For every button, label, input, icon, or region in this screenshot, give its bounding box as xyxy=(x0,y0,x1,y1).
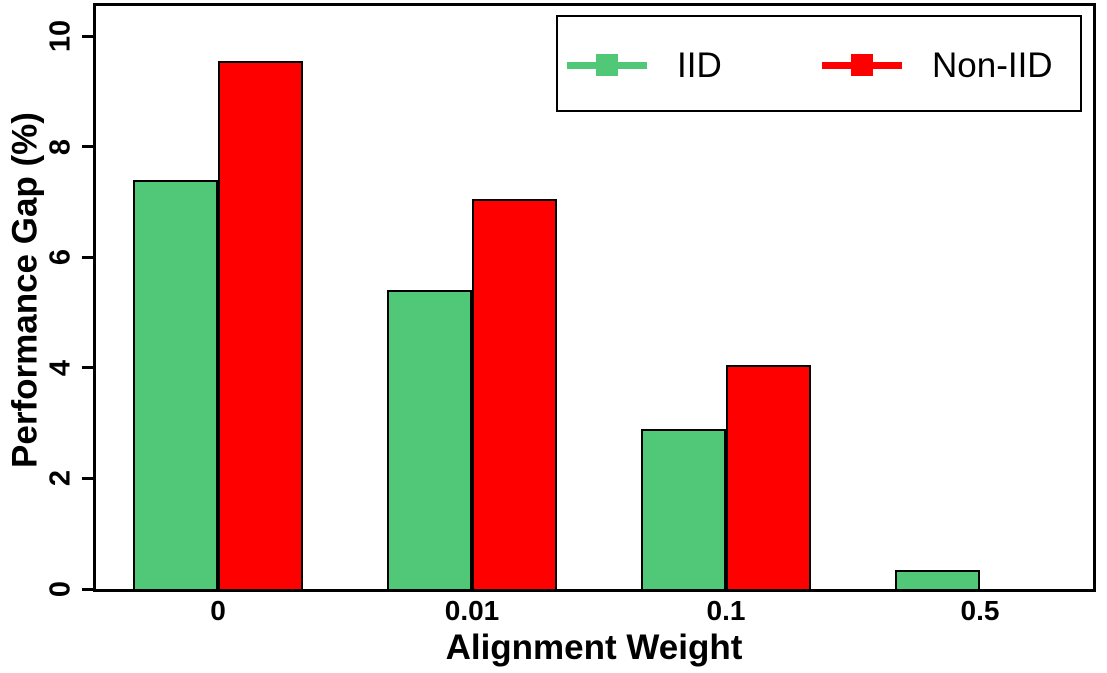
y-tick-label: 8 xyxy=(44,138,77,155)
bar-non-iid-0.01 xyxy=(472,199,557,589)
y-tick-label: 2 xyxy=(44,470,77,487)
y-tick-mark xyxy=(82,145,93,149)
legend-item-iid: IID xyxy=(567,45,722,85)
legend-item-non-iid: Non-IID xyxy=(822,45,1053,85)
legend-line-square-marker-icon xyxy=(567,53,647,77)
legend-square-icon xyxy=(596,54,618,76)
x-tick-label: 0 xyxy=(210,595,226,626)
bar-non-iid-0 xyxy=(218,61,303,589)
y-tick-label: 6 xyxy=(44,249,77,266)
x-tick-label: 0.5 xyxy=(960,595,1000,626)
y-tick-mark xyxy=(82,366,93,370)
y-tick-mark xyxy=(82,255,93,259)
x-tick-label: 0.01 xyxy=(444,595,500,626)
x-axis-title: Alignment Weight xyxy=(445,628,743,667)
y-tick-label: 4 xyxy=(44,359,77,376)
legend: IID Non-IID xyxy=(556,15,1082,112)
bar-iid-0.01 xyxy=(387,290,472,589)
legend-label: Non-IID xyxy=(932,45,1053,85)
bar-iid-0.5 xyxy=(895,570,980,589)
y-axis-title: Performance Gap (%) xyxy=(5,112,45,468)
legend-label: IID xyxy=(677,45,722,85)
y-tick-mark xyxy=(82,476,93,480)
x-tick-label: 0.1 xyxy=(706,595,746,626)
bar-non-iid-0.1 xyxy=(726,365,811,589)
bar-iid-0.1 xyxy=(641,429,726,589)
bar-iid-0 xyxy=(133,180,218,589)
y-tick-mark xyxy=(82,587,93,591)
legend-square-icon xyxy=(851,54,873,76)
y-tick-mark xyxy=(82,34,93,38)
y-tick-label: 0 xyxy=(44,580,77,598)
bars-layer xyxy=(96,6,1093,589)
legend-line-square-marker-icon xyxy=(822,53,902,77)
y-tick-label: 10 xyxy=(44,19,77,53)
